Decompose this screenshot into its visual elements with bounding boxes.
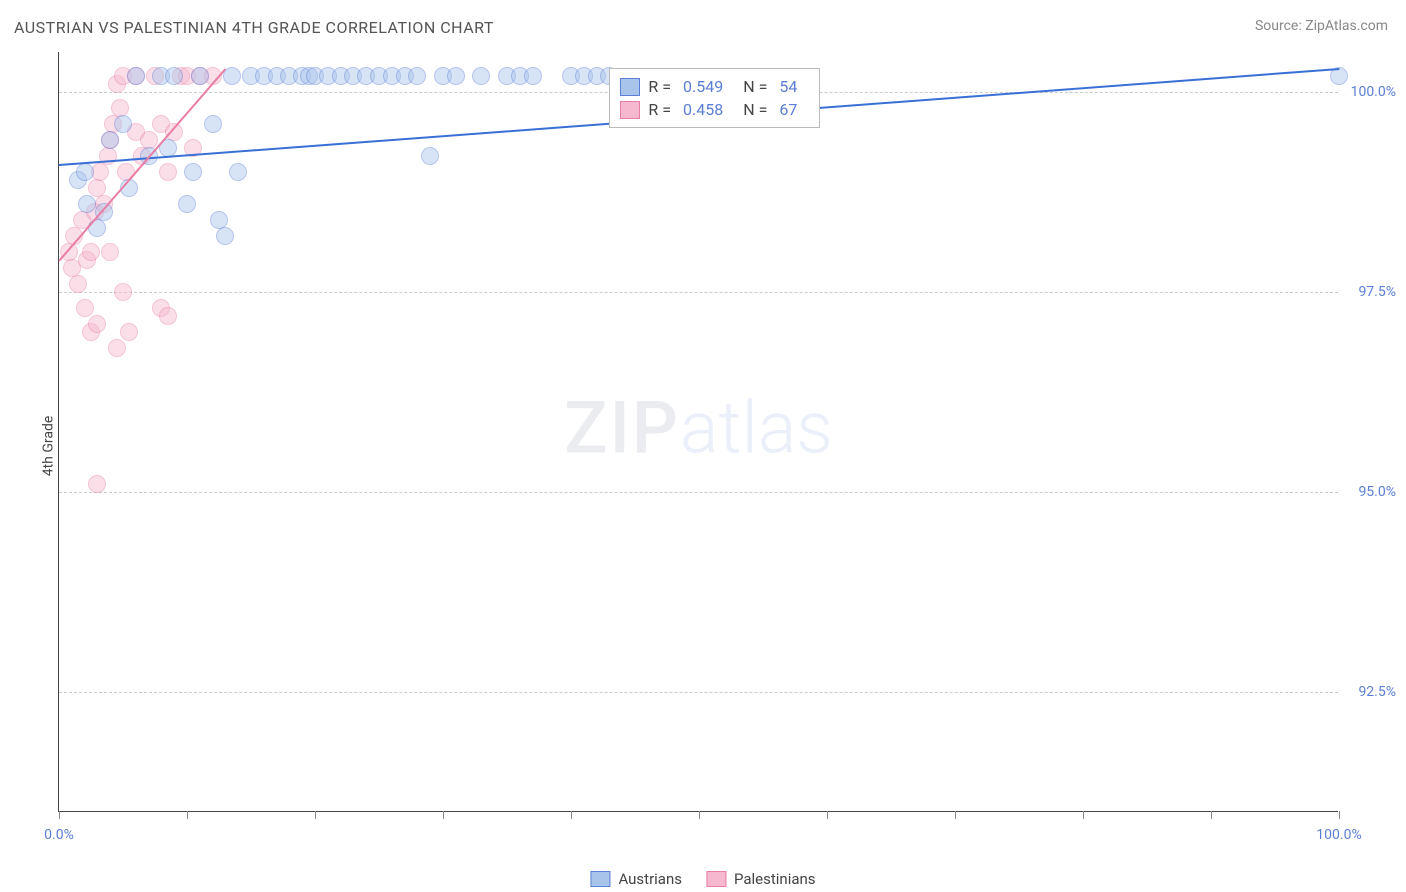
x-tick [187, 811, 188, 819]
stats-n-label: N = [743, 100, 767, 119]
chart-title: AUSTRIAN VS PALESTINIAN 4TH GRADE CORREL… [14, 18, 494, 37]
legend-swatch-icon [706, 871, 726, 887]
scatter-point [82, 243, 100, 261]
watermark-zip: ZIP [564, 385, 680, 470]
source-label: Source: [1255, 18, 1302, 34]
stats-n-value: 67 [779, 100, 797, 119]
scatter-point [101, 243, 119, 261]
legend-item[interactable]: Austrians [590, 870, 682, 888]
scatter-point [114, 283, 132, 301]
stats-r-label: R = [648, 100, 671, 119]
scatter-point [76, 163, 94, 181]
y-tick-label: 95.0% [1344, 484, 1396, 500]
watermark: ZIPatlas [564, 385, 833, 470]
scatter-point [472, 67, 490, 85]
y-axis-label: 4th Grade [40, 416, 56, 477]
x-tick [571, 811, 572, 819]
stats-r-label: R = [648, 77, 671, 96]
scatter-point [216, 227, 234, 245]
legend-item[interactable]: Palestinians [706, 870, 816, 888]
stats-row: R = 0.549 N = 54 [620, 75, 809, 98]
x-tick [699, 811, 700, 819]
scatter-point [108, 339, 126, 357]
x-tick-label: 100.0% [1316, 827, 1361, 843]
scatter-point [184, 163, 202, 181]
scatter-point [91, 163, 109, 181]
stats-r-value: 0.458 [683, 100, 723, 119]
grid-line [59, 292, 1338, 293]
legend-swatch-icon [590, 871, 610, 887]
source-link[interactable]: ZipAtlas.com [1305, 18, 1388, 34]
x-tick [59, 811, 60, 819]
scatter-point [204, 115, 222, 133]
x-tick [955, 811, 956, 819]
scatter-point [114, 115, 132, 133]
scatter-point [165, 67, 183, 85]
y-tick-label: 92.5% [1344, 684, 1396, 700]
stats-n-value: 54 [779, 77, 797, 96]
x-tick [1211, 811, 1212, 819]
x-tick [315, 811, 316, 819]
scatter-point [159, 307, 177, 325]
plot-area: ZIPatlas 92.5%95.0%97.5%100.0%0.0%100.0%… [58, 52, 1338, 812]
scatter-point [159, 163, 177, 181]
scatter-point [127, 67, 145, 85]
scatter-point [178, 195, 196, 213]
scatter-point [78, 195, 96, 213]
x-tick [1339, 811, 1340, 819]
scatter-point [229, 163, 247, 181]
grid-line [59, 692, 1338, 693]
x-tick-label: 0.0% [44, 827, 74, 843]
x-tick [443, 811, 444, 819]
scatter-point [421, 147, 439, 165]
stats-row: R = 0.458 N = 67 [620, 98, 809, 121]
source-attribution: Source: ZipAtlas.com [1255, 18, 1388, 34]
legend-swatch-icon [620, 101, 640, 119]
y-tick-label: 100.0% [1344, 84, 1396, 100]
scatter-point [408, 67, 426, 85]
scatter-point [120, 323, 138, 341]
legend-label: Austrians [618, 870, 682, 888]
x-tick [1083, 811, 1084, 819]
scatter-point [88, 315, 106, 333]
stats-box: R = 0.549 N = 54 R = 0.458 N = 67 [609, 68, 820, 128]
stats-r-value: 0.549 [683, 77, 723, 96]
watermark-atlas: atlas [680, 385, 833, 470]
scatter-point [69, 275, 87, 293]
bottom-legend: Austrians Palestinians [590, 870, 815, 888]
legend-label: Palestinians [734, 870, 816, 888]
scatter-point [524, 67, 542, 85]
scatter-point [101, 131, 119, 149]
legend-swatch-icon [620, 78, 640, 96]
scatter-point [191, 67, 209, 85]
stats-n-label: N = [743, 77, 767, 96]
x-tick [827, 811, 828, 819]
grid-line [59, 492, 1338, 493]
scatter-point [447, 67, 465, 85]
scatter-point [88, 475, 106, 493]
scatter-point [76, 299, 94, 317]
y-tick-label: 97.5% [1344, 284, 1396, 300]
